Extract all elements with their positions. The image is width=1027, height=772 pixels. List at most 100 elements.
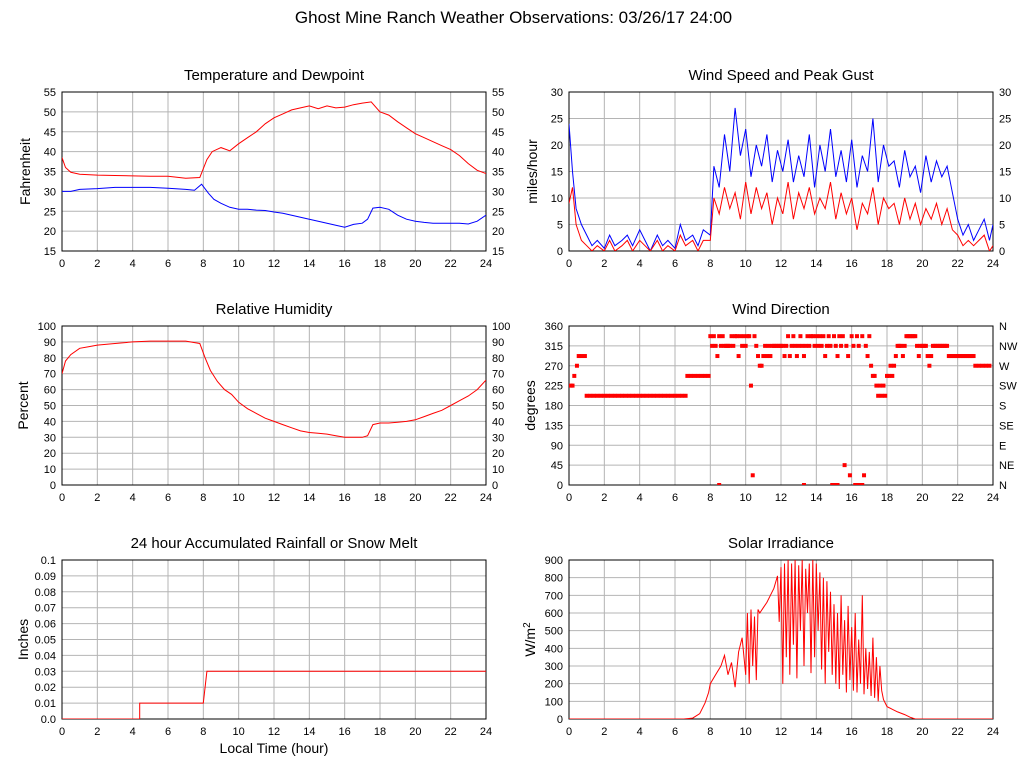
wind-direction-point <box>692 373 697 378</box>
wind-direction-point <box>747 334 752 339</box>
wind-speed-and-peak-gust-ytick-right-label: 0 <box>999 246 1005 258</box>
wind-direction-xtick-label: 4 <box>637 492 643 504</box>
temperature-and-dewpoint-ytick-right-label: 35 <box>492 167 504 179</box>
temperature-and-dewpoint-xtick-label: 8 <box>200 258 206 270</box>
wind-direction-point <box>840 334 845 339</box>
relative-humidity-plot-area <box>62 340 486 438</box>
wind-direction-point <box>945 343 950 348</box>
wind-direction-point <box>902 343 907 348</box>
wind-direction-point <box>630 393 635 398</box>
24-hour-accumulated-rainfall-or-snow-melt-frame <box>61 559 487 720</box>
temperature-and-dewpoint-xtick-label: 16 <box>339 258 351 270</box>
wind-direction-point <box>854 334 859 339</box>
wind-direction-point <box>658 393 663 398</box>
wind-speed-and-peak-gust-xtick-label: 2 <box>601 258 607 270</box>
wind-direction-point <box>605 393 610 398</box>
24-hour-accumulated-rainfall-or-snow-melt-xtick-label: 24 <box>480 726 492 738</box>
wind-direction-ytick-label: 225 <box>545 381 563 393</box>
relative-humidity-xtick-label: 22 <box>445 492 457 504</box>
temperature-and-dewpoint-ytick-right-label: 45 <box>492 127 504 139</box>
wind-direction-point <box>839 343 844 348</box>
wind-direction-xtick-label: 22 <box>952 492 964 504</box>
wind-speed-and-peak-gust-xtick-label: 18 <box>881 258 893 270</box>
24-hour-accumulated-rainfall-or-snow-melt-xtick-label: 22 <box>445 726 457 738</box>
wind-direction-point <box>740 343 745 348</box>
wind-direction-point <box>720 334 725 339</box>
solar-irradiance-xtick-label: 4 <box>637 726 643 738</box>
wind-direction-point <box>641 393 646 398</box>
wind-direction-point <box>662 393 667 398</box>
wind-direction-point <box>899 343 904 348</box>
wind-direction-point <box>782 354 787 359</box>
temperature-and-dewpoint-xtick-label: 18 <box>374 258 386 270</box>
solar-irradiance-title: Solar Irradiance <box>728 535 834 552</box>
wind-direction-point <box>791 334 796 339</box>
wind-direction-ytick-right-label: SE <box>999 420 1014 432</box>
24-hour-accumulated-rainfall-or-snow-melt-ytick-label: 0.09 <box>35 571 56 583</box>
temperature-and-dewpoint-ytick-right-label: 25 <box>492 206 504 218</box>
solar-irradiance-ytick-label: 500 <box>545 626 563 638</box>
wind-direction-point <box>973 363 978 368</box>
solar-irradiance-ytick-label: 200 <box>545 679 563 691</box>
wind-direction-ytick-label: 180 <box>545 401 563 413</box>
wind-direction-ytick-label: 45 <box>551 460 563 472</box>
relative-humidity-ylabel: Percent <box>15 381 31 429</box>
wind-direction-point <box>786 334 791 339</box>
wind-direction-point <box>609 393 614 398</box>
temperature-and-dewpoint-ytick-label: 45 <box>44 127 56 139</box>
wind-direction-point <box>835 354 840 359</box>
solar-irradiance-ytick-label: 0 <box>557 714 563 726</box>
wind-direction-point <box>826 334 831 339</box>
wind-direction-point <box>832 483 836 485</box>
wind-direction-ytick-label: 315 <box>545 341 563 353</box>
temperature-and-dewpoint-ytick-right-label: 55 <box>492 87 504 99</box>
24-hour-accumulated-rainfall-or-snow-melt-xlabel: Local Time (hour) <box>220 740 329 756</box>
wind-direction-point <box>683 393 688 398</box>
wind-direction-point <box>602 393 607 398</box>
wind-direction-xtick-label: 8 <box>707 492 713 504</box>
wind-direction-point <box>711 334 716 339</box>
24-hour-accumulated-rainfall-or-snow-melt-xtick-label: 10 <box>233 726 245 738</box>
relative-humidity-xtick-label: 16 <box>339 492 351 504</box>
solar-irradiance-xtick-label: 20 <box>916 726 928 738</box>
wind-direction-point <box>570 383 575 388</box>
wind-direction-point <box>710 343 715 348</box>
wind-direction-point <box>717 334 722 339</box>
temperature-and-dewpoint-ylabel: Fahrenheit <box>17 138 33 205</box>
temperature-and-dewpoint-ytick-label: 40 <box>44 147 56 159</box>
relative-humidity-xtick-label: 12 <box>268 492 280 504</box>
solar-irradiance-xtick-label: 12 <box>775 726 787 738</box>
wind-direction-xtick-label: 6 <box>672 492 678 504</box>
temperature-and-dewpoint-xtick-label: 0 <box>59 258 65 270</box>
relative-humidity-ytick-label: 70 <box>44 369 56 381</box>
wind-direction-point <box>872 373 877 378</box>
wind-speed-and-peak-gust-xtick-label: 6 <box>672 258 678 270</box>
solar-irradiance-series-line-0 <box>569 560 993 719</box>
wind-direction-point <box>743 343 748 348</box>
wind-direction-point <box>835 483 840 485</box>
relative-humidity-xtick-label: 4 <box>130 492 136 504</box>
solar-irradiance-ytick-label: 800 <box>545 573 563 585</box>
relative-humidity-xtick-label: 10 <box>233 492 245 504</box>
wind-direction-point <box>673 393 677 398</box>
wind-direction-point <box>734 334 739 339</box>
wind-direction-xtick-label: 2 <box>601 492 607 504</box>
wind-direction-point <box>761 354 766 359</box>
wind-direction-xtick-label: 20 <box>916 492 928 504</box>
wind-direction-ytick-label: 360 <box>545 321 563 333</box>
wind-direction-point <box>644 393 649 398</box>
wind-direction-xtick-label: 12 <box>775 492 787 504</box>
24-hour-accumulated-rainfall-or-snow-melt-chart: 24 hour Accumulated Rainfall or Snow Mel… <box>15 535 492 756</box>
relative-humidity-ytick-label: 90 <box>44 337 56 349</box>
wind-direction-point <box>648 393 653 398</box>
wind-direction-point <box>591 393 596 398</box>
wind-direction-frame <box>568 325 994 486</box>
wind-speed-and-peak-gust-xtick-label: 16 <box>846 258 858 270</box>
wind-speed-and-peak-gust-xtick-label: 24 <box>987 258 999 270</box>
24-hour-accumulated-rainfall-or-snow-melt-xtick-label: 2 <box>94 726 100 738</box>
wind-direction-point <box>572 373 577 378</box>
wind-direction-ytick-right-label: E <box>999 440 1006 452</box>
